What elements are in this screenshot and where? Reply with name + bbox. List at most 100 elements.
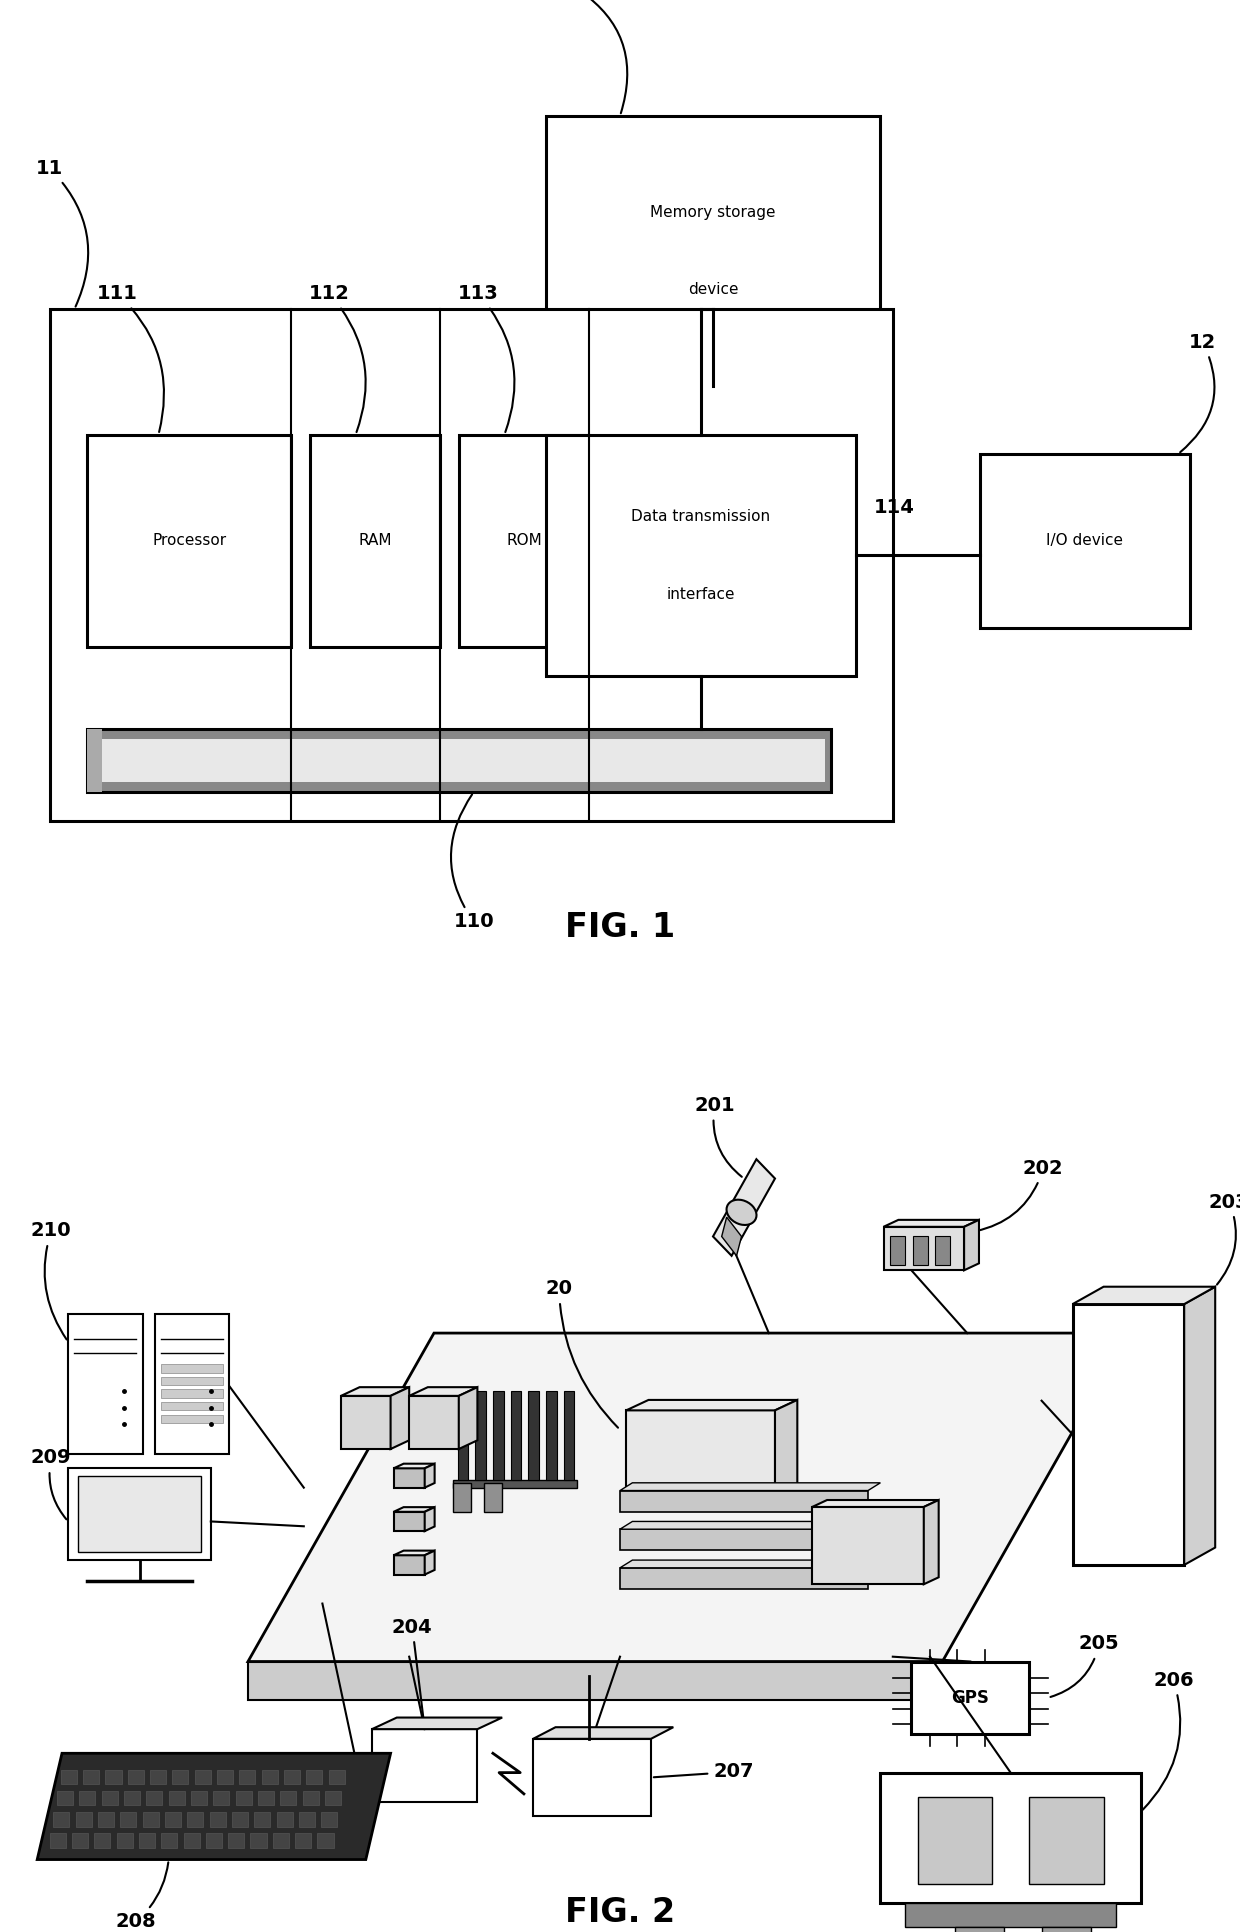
- Ellipse shape: [727, 1200, 756, 1225]
- Bar: [172, 1770, 188, 1785]
- Bar: [258, 1791, 274, 1804]
- Polygon shape: [424, 1551, 435, 1575]
- Bar: [161, 1364, 223, 1372]
- Bar: [303, 1791, 319, 1804]
- Bar: [459, 435, 589, 647]
- Bar: [139, 1833, 155, 1847]
- Bar: [273, 1833, 289, 1847]
- Bar: [236, 1791, 252, 1804]
- Bar: [321, 1812, 337, 1828]
- Bar: [453, 1480, 577, 1488]
- Text: 207: 207: [653, 1762, 754, 1781]
- Bar: [87, 728, 831, 792]
- Text: 10: 10: [557, 0, 627, 114]
- Bar: [76, 1812, 92, 1828]
- Bar: [93, 738, 825, 782]
- Bar: [299, 1812, 315, 1828]
- Text: FIG. 2: FIG. 2: [565, 1895, 675, 1930]
- Bar: [117, 1833, 133, 1847]
- Text: interface: interface: [666, 587, 735, 601]
- Text: ROM: ROM: [506, 533, 542, 549]
- Bar: [124, 1791, 140, 1804]
- Polygon shape: [722, 1217, 742, 1256]
- Text: 203: 203: [1209, 1192, 1240, 1285]
- Bar: [98, 1812, 114, 1828]
- Bar: [546, 435, 856, 676]
- Bar: [105, 1770, 122, 1785]
- Bar: [94, 1833, 110, 1847]
- Bar: [306, 1770, 322, 1785]
- Bar: [317, 1833, 334, 1847]
- Bar: [72, 1833, 88, 1847]
- Bar: [564, 1391, 574, 1480]
- Polygon shape: [883, 1219, 980, 1227]
- Bar: [475, 1391, 486, 1480]
- Bar: [128, 1770, 144, 1785]
- Bar: [146, 1791, 162, 1804]
- Polygon shape: [1184, 1287, 1215, 1565]
- Polygon shape: [775, 1401, 797, 1507]
- Bar: [1073, 1304, 1184, 1565]
- Text: 112: 112: [309, 284, 366, 433]
- Polygon shape: [626, 1401, 797, 1410]
- Bar: [87, 435, 291, 647]
- Polygon shape: [37, 1754, 391, 1859]
- Polygon shape: [391, 1387, 409, 1449]
- Bar: [83, 1770, 99, 1785]
- Text: 111: 111: [97, 284, 164, 433]
- Bar: [494, 1391, 503, 1480]
- Polygon shape: [394, 1464, 435, 1468]
- Text: 20: 20: [546, 1279, 618, 1428]
- Bar: [232, 1812, 248, 1828]
- Bar: [165, 1812, 181, 1828]
- Polygon shape: [394, 1511, 424, 1530]
- Bar: [68, 1314, 143, 1453]
- Bar: [533, 1739, 651, 1816]
- Polygon shape: [713, 1159, 775, 1256]
- Bar: [184, 1833, 200, 1847]
- Bar: [161, 1389, 223, 1397]
- Polygon shape: [883, 1227, 965, 1271]
- Bar: [50, 1833, 66, 1847]
- Bar: [453, 1484, 471, 1511]
- Bar: [213, 1791, 229, 1804]
- Bar: [458, 1391, 469, 1480]
- Polygon shape: [394, 1507, 435, 1511]
- Bar: [239, 1770, 255, 1785]
- Bar: [484, 1484, 502, 1511]
- Bar: [262, 1770, 278, 1785]
- Polygon shape: [626, 1410, 775, 1507]
- Bar: [206, 1833, 222, 1847]
- Bar: [161, 1378, 223, 1385]
- Bar: [918, 1797, 992, 1884]
- Text: 208: 208: [115, 1862, 169, 1932]
- Bar: [61, 1770, 77, 1785]
- Bar: [53, 1812, 69, 1828]
- Bar: [161, 1403, 223, 1410]
- Bar: [620, 1530, 868, 1549]
- Polygon shape: [341, 1387, 409, 1395]
- Text: Memory storage: Memory storage: [650, 205, 776, 220]
- Text: GPS: GPS: [951, 1689, 990, 1706]
- Bar: [913, 1236, 928, 1265]
- Bar: [284, 1770, 300, 1785]
- Bar: [329, 1770, 345, 1785]
- Text: 113: 113: [458, 284, 515, 433]
- Bar: [102, 1791, 118, 1804]
- Text: device: device: [688, 282, 738, 298]
- Bar: [155, 1314, 229, 1453]
- Polygon shape: [1073, 1287, 1215, 1304]
- Bar: [143, 1812, 159, 1828]
- Text: 12: 12: [1180, 332, 1216, 452]
- Bar: [1029, 1797, 1104, 1884]
- Bar: [191, 1791, 207, 1804]
- Bar: [1042, 1928, 1091, 1932]
- Text: 205: 205: [1050, 1634, 1120, 1696]
- Text: 210: 210: [31, 1221, 72, 1339]
- Bar: [546, 116, 880, 386]
- Polygon shape: [409, 1395, 459, 1449]
- Bar: [911, 1662, 1029, 1735]
- Bar: [68, 1468, 211, 1561]
- Bar: [79, 1791, 95, 1804]
- Text: FIG. 1: FIG. 1: [565, 910, 675, 945]
